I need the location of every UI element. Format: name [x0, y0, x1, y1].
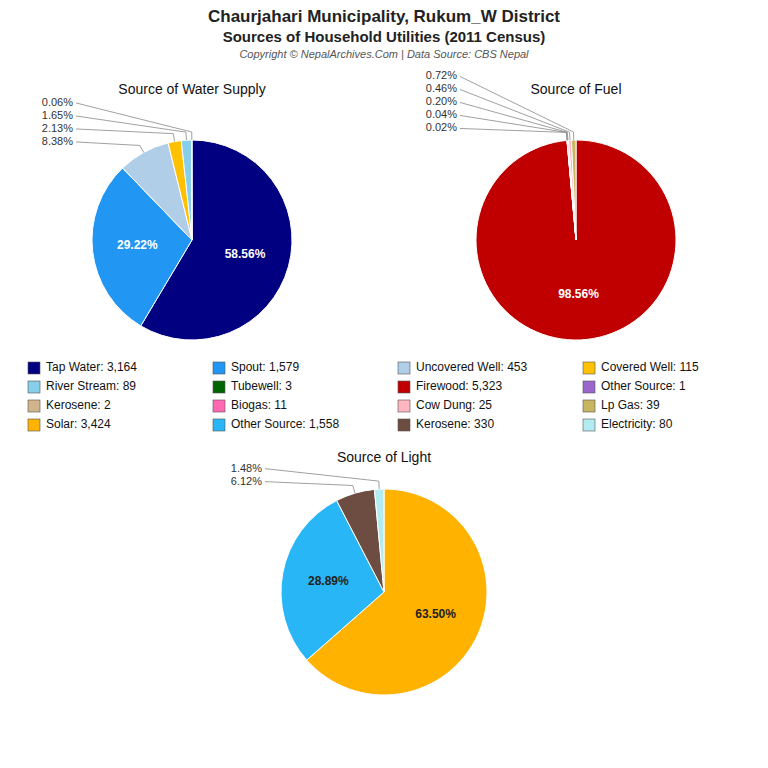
leader-line — [76, 142, 144, 153]
pie-title: Source of Fuel — [530, 81, 621, 97]
legend-swatch — [28, 362, 40, 374]
leader-line — [76, 129, 175, 142]
chart-root: Chaurjahari Municipality, Rukum_W Distri… — [0, 0, 768, 768]
legend-entry: Tap Water: 3,164 — [46, 360, 137, 374]
pie-slice — [374, 489, 384, 592]
data-label: 0.20% — [426, 95, 457, 107]
legend-entry: Firewood: 5,323 — [416, 379, 502, 393]
legend-swatch — [583, 400, 595, 412]
data-label: 0.06% — [42, 96, 73, 108]
legend-swatch — [583, 362, 595, 374]
legend-entry: Cow Dung: 25 — [416, 398, 492, 412]
annotation: Copyright © NepalArchives.Com | Data Sou… — [239, 48, 529, 60]
legend-entry: Other Source: 1,558 — [231, 417, 339, 431]
data-label: 8.38% — [42, 135, 73, 147]
legend-entry: Biogas: 11 — [231, 398, 287, 412]
data-label: 6.12% — [231, 475, 262, 487]
legend-swatch — [398, 362, 410, 374]
data-label: 0.02% — [426, 121, 457, 133]
legend-swatch — [583, 419, 595, 431]
legend-entry: Uncovered Well: 453 — [416, 360, 527, 374]
legend-swatch — [28, 419, 40, 431]
legend-swatch — [28, 400, 40, 412]
pie-slice — [181, 140, 192, 240]
data-label: 58.56% — [225, 247, 266, 261]
data-label: 2.13% — [42, 122, 73, 134]
legend-entry: Spout: 1,579 — [231, 360, 299, 374]
data-label: 98.56% — [558, 287, 599, 301]
pie: 63.50% 28.89% 6.12%1.48% — [231, 462, 487, 695]
legend-swatch — [28, 381, 40, 393]
legend-swatch — [213, 362, 225, 374]
pie-slice — [191, 140, 192, 240]
legend-entry: Covered Well: 115 — [601, 360, 699, 374]
pie-title: Source of Light — [337, 449, 431, 465]
legend-swatch — [213, 419, 225, 431]
legend-swatch — [213, 381, 225, 393]
pie-slice — [567, 140, 576, 240]
pie: 98.56% 0.02%0.04%0.20%0.46%0.72% — [426, 69, 676, 340]
leader-line — [76, 116, 186, 140]
legend-swatch — [398, 419, 410, 431]
legend-entry: Electricity: 80 — [601, 417, 673, 431]
legend-entry: Solar: 3,424 — [46, 417, 111, 431]
legend-swatch — [398, 381, 410, 393]
data-label: 1.48% — [231, 462, 262, 474]
leader-line — [265, 482, 355, 494]
legend-entry: River Stream: 89 — [46, 379, 136, 393]
subtitle: Sources of Household Utilities (2011 Cen… — [223, 28, 546, 45]
data-label: 0.04% — [426, 108, 457, 120]
pie-slice — [567, 140, 576, 240]
legend-swatch — [583, 381, 595, 393]
legend-swatch — [213, 400, 225, 412]
legend: Tap Water: 3,164 Spout: 1,579 Uncovered We… — [28, 360, 699, 431]
data-label: 28.89% — [308, 574, 349, 588]
data-label: 29.22% — [117, 238, 158, 252]
pie-slice — [571, 140, 576, 240]
legend-entry: Other Source: 1 — [601, 379, 686, 393]
data-label: 63.50% — [415, 607, 456, 621]
data-label: 1.65% — [42, 109, 73, 121]
chart-svg: Chaurjahari Municipality, Rukum_W Distri… — [0, 0, 768, 768]
data-label: 0.72% — [426, 69, 457, 81]
legend-entry: Lp Gas: 39 — [601, 398, 660, 412]
pie-slice — [168, 141, 192, 240]
legend-swatch — [398, 400, 410, 412]
legend-entry: Kerosene: 330 — [416, 417, 494, 431]
pie-slice — [569, 140, 576, 240]
leader-line — [460, 76, 574, 140]
pie-title: Source of Water Supply — [118, 81, 265, 97]
data-label: 0.46% — [426, 82, 457, 94]
leader-line — [265, 469, 379, 489]
legend-entry: Tubewell: 3 — [231, 379, 292, 393]
leader-line — [460, 89, 570, 140]
pie-slice — [476, 140, 676, 340]
pie: 58.56% 29.22% 8.38%2.13%1.65%0.06% — [42, 96, 292, 340]
legend-entry: Kerosene: 2 — [46, 398, 111, 412]
title: Chaurjahari Municipality, Rukum_W Distri… — [208, 7, 560, 26]
pie-slice — [567, 140, 576, 240]
leader-line — [76, 103, 192, 140]
